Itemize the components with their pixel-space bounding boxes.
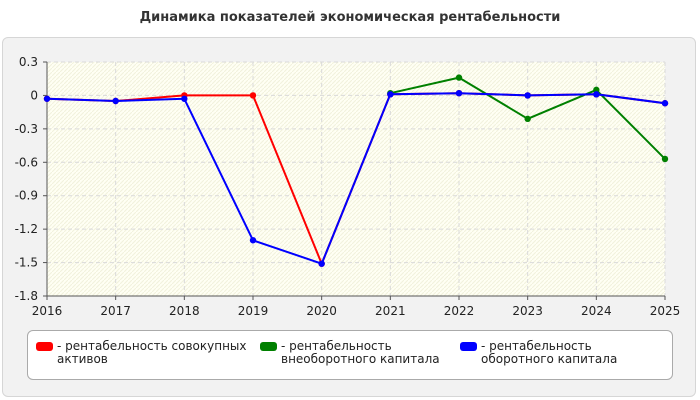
x-tick-label: 2023 <box>512 304 543 318</box>
data-point-2 <box>318 260 325 267</box>
y-tick-label: -1.5 <box>15 256 38 270</box>
legend-label: - рентабельность внеоборотного капитала <box>281 339 440 366</box>
legend-item-working-capital: - рентабельность оборотного капитала <box>460 340 665 366</box>
y-tick-label: 0 <box>30 88 38 102</box>
y-tick-label: -0.3 <box>15 122 38 136</box>
y-tick-label: -1.8 <box>15 289 38 303</box>
x-tick-label: 2016 <box>32 304 63 318</box>
x-tick-label: 2022 <box>444 304 475 318</box>
legend-label: - рентабельность оборотного капитала <box>481 339 618 366</box>
legend-item-fixed-capital: - рентабельность внеоборотного капитала <box>260 340 460 366</box>
data-point-2 <box>661 100 669 107</box>
x-tick-label: 2021 <box>375 304 406 318</box>
data-point-2 <box>112 97 119 105</box>
data-point-0 <box>249 92 257 99</box>
data-point-1 <box>524 115 531 123</box>
data-point-2 <box>181 95 188 102</box>
y-tick-label: -0.9 <box>15 189 38 203</box>
data-point-1 <box>455 74 463 81</box>
x-tick-label: 2017 <box>100 304 131 318</box>
legend-item-total-assets: - рентабельность совокупных активов <box>36 340 251 366</box>
x-tick-label: 2025 <box>650 304 681 318</box>
legend-swatch-red <box>36 342 53 351</box>
data-point-2 <box>43 95 51 102</box>
y-tick-label: -0.6 <box>15 155 38 169</box>
legend-swatch-green <box>260 342 277 351</box>
data-point-1 <box>661 155 669 163</box>
x-tick-label: 2020 <box>306 304 337 318</box>
legend-swatch-blue <box>460 342 477 351</box>
x-tick-label: 2019 <box>238 304 269 318</box>
data-point-2 <box>387 91 394 98</box>
y-tick-label: 0.3 <box>19 55 38 69</box>
x-tick-label: 2024 <box>581 304 612 318</box>
data-point-2 <box>593 91 600 98</box>
x-tick-label: 2018 <box>169 304 200 318</box>
y-tick-label: -1.2 <box>15 222 38 236</box>
chart-legend: - рентабельность совокупных активов - ре… <box>27 330 673 380</box>
data-point-2 <box>249 237 257 244</box>
data-point-1 <box>593 86 600 94</box>
series-line-2 <box>46 92 666 265</box>
data-point-2 <box>455 90 463 97</box>
data-point-2 <box>524 92 531 99</box>
chart-title: Динамика показателей экономическая рента… <box>139 10 561 25</box>
legend-label: - рентабельность совокупных активов <box>57 339 247 366</box>
